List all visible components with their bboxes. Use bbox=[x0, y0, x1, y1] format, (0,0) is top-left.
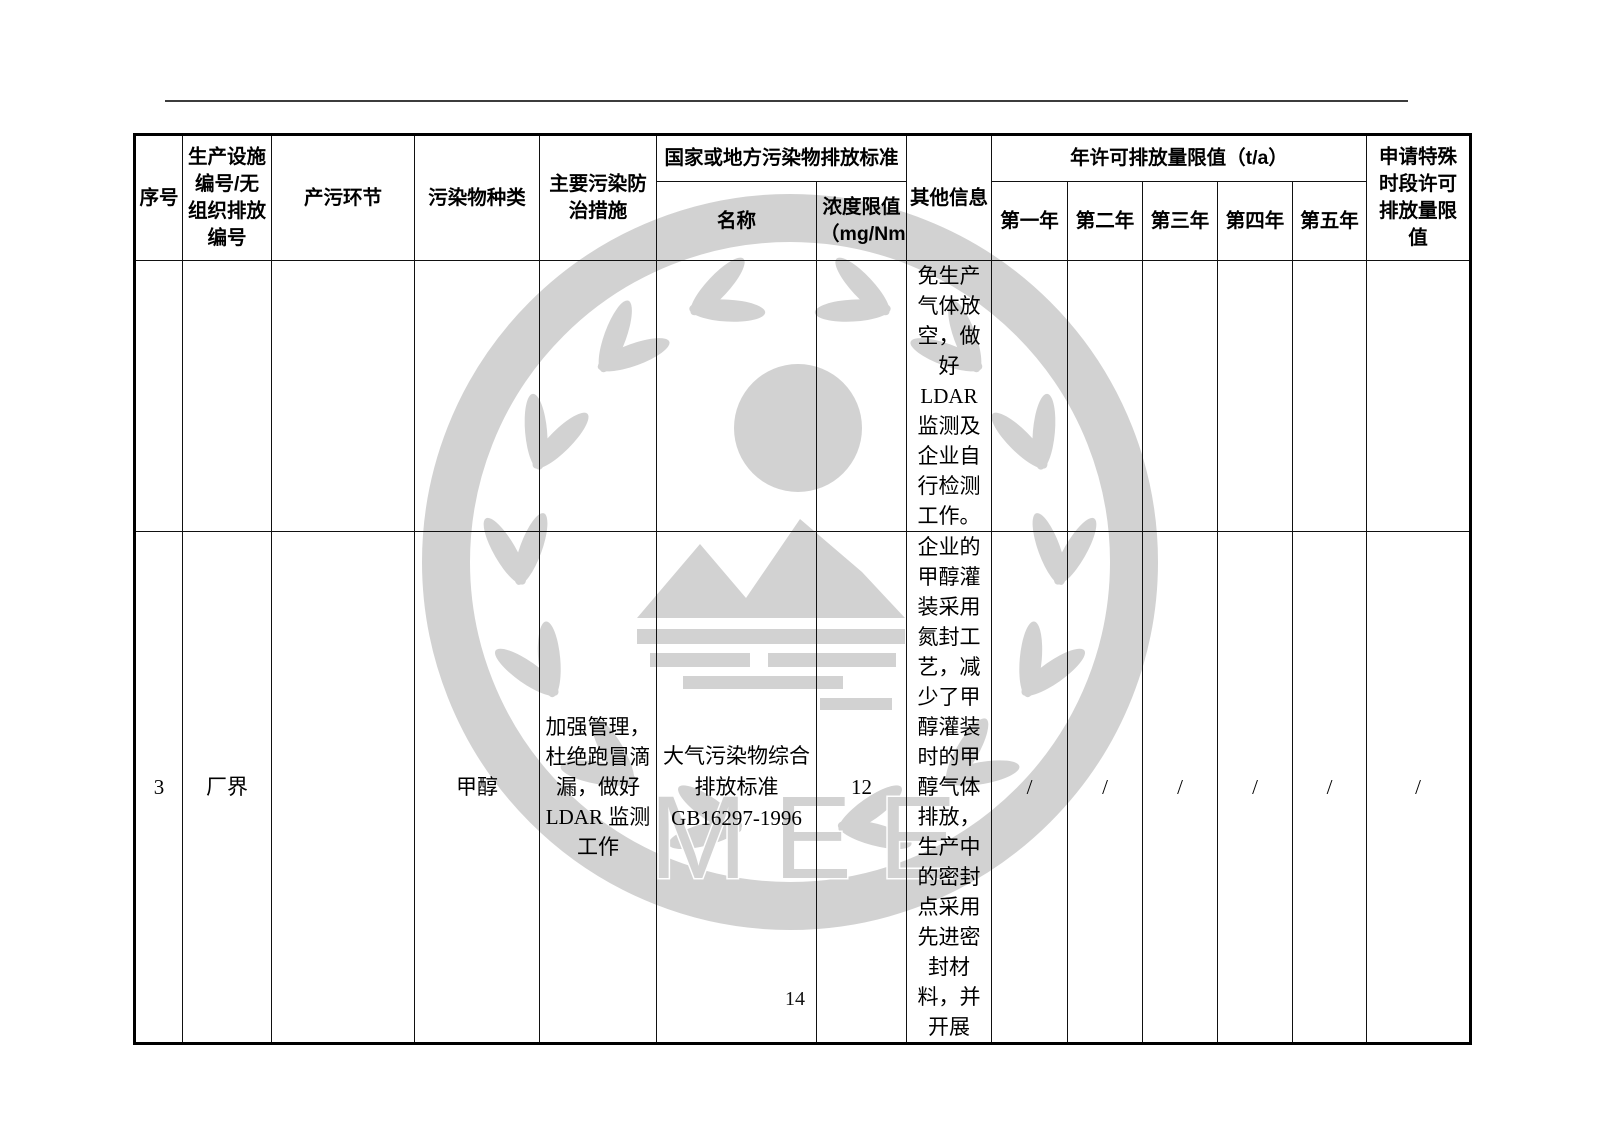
row2-year-3: / bbox=[1142, 531, 1219, 1044]
row1-year-4 bbox=[1217, 260, 1294, 532]
row2-year-4: / bbox=[1217, 531, 1294, 1044]
header-facility-id: 生产设施编号/无组织排放编号 bbox=[182, 134, 272, 261]
row2-year-5: / bbox=[1292, 531, 1368, 1044]
row1-pollutant-type bbox=[414, 260, 540, 532]
row1-concentration-limit bbox=[815, 260, 908, 532]
row1-standard-name bbox=[656, 260, 817, 532]
row1-serial bbox=[134, 260, 183, 532]
header-year-2: 第二年 bbox=[1067, 181, 1144, 261]
row2-serial: 3 bbox=[134, 531, 183, 1044]
header-annual-limit-group: 年许可排放量限值（t/a） bbox=[991, 134, 1368, 182]
header-year-4: 第四年 bbox=[1217, 181, 1294, 261]
row2-year-2: / bbox=[1067, 531, 1144, 1044]
header-standard-name: 名称 bbox=[656, 181, 817, 261]
row1-year-3 bbox=[1142, 260, 1219, 532]
row2-control-measures: 加强管理，杜绝跑冒滴漏，做好 LDAR 监测工作 bbox=[539, 531, 657, 1044]
table-row: 免生产气体放空，做好 LDAR 监测及企业自行检测工作。 bbox=[134, 260, 1472, 532]
header-control-measures: 主要污染防治措施 bbox=[539, 134, 657, 261]
row1-year-2 bbox=[1067, 260, 1144, 532]
row1-other-info: 免生产气体放空，做好 LDAR 监测及企业自行检测工作。 bbox=[906, 260, 993, 532]
row2-pollution-stage bbox=[271, 531, 415, 1044]
header-concentration-limit: 浓度限值（mg/Nm³） bbox=[815, 181, 908, 261]
header-special-period: 申请特殊时段许可排放量限值 bbox=[1366, 134, 1472, 261]
row2-year-1: / bbox=[991, 531, 1069, 1044]
header-year-5: 第五年 bbox=[1292, 181, 1368, 261]
page-header-rule bbox=[165, 100, 1408, 102]
row1-facility-id bbox=[182, 260, 272, 532]
permit-table: 序号 生产设施编号/无组织排放编号 产污环节 污染物种类 主要污染防治措施 国家… bbox=[133, 133, 1473, 1045]
row1-control-measures bbox=[539, 260, 657, 532]
header-year-3: 第三年 bbox=[1142, 181, 1219, 261]
row1-pollution-stage bbox=[271, 260, 415, 532]
header-other-info: 其他信息 bbox=[906, 134, 993, 261]
header-serial: 序号 bbox=[134, 134, 183, 261]
row2-facility-id: 厂界 bbox=[182, 531, 272, 1044]
row2-concentration-limit: 12 bbox=[815, 531, 908, 1044]
header-pollutant-type: 污染物种类 bbox=[414, 134, 540, 261]
row1-year-1 bbox=[991, 260, 1069, 532]
row2-standard-name: 大气污染物综合排放标准 GB16297-1996 bbox=[656, 531, 817, 1044]
header-emission-standard-group: 国家或地方污染物排放标准 bbox=[655, 134, 908, 182]
row2-pollutant-type: 甲醇 bbox=[414, 531, 540, 1044]
row1-special-period bbox=[1366, 260, 1472, 532]
row2-other-info: 企业的甲醇灌装采用氮封工艺，减少了甲醇灌装时的甲醇气体排放，生产中的密封点采用先… bbox=[906, 531, 993, 1044]
header-pollution-stage: 产污环节 bbox=[271, 134, 415, 261]
row2-special-period: / bbox=[1366, 531, 1472, 1044]
table-row: 3 厂界 甲醇 加强管理，杜绝跑冒滴漏，做好 LDAR 监测工作 大气污染物综合… bbox=[134, 531, 1472, 1044]
page-number: 14 bbox=[785, 988, 805, 1010]
row1-year-5 bbox=[1292, 260, 1368, 532]
header-year-1: 第一年 bbox=[991, 181, 1069, 261]
